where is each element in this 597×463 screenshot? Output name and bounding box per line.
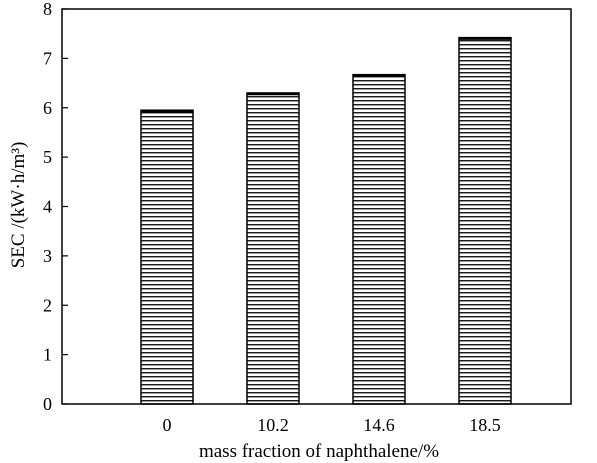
x-tick-label: 14.6 xyxy=(363,415,395,435)
y-tick-label: 6 xyxy=(43,98,52,118)
x-tick-label: 10.2 xyxy=(257,415,289,435)
x-tick-label: 18.5 xyxy=(469,415,501,435)
y-tick-label: 4 xyxy=(43,197,52,217)
y-tick-label: 5 xyxy=(43,147,52,167)
y-tick-label: 1 xyxy=(43,345,52,365)
bar-10-2 xyxy=(246,92,300,405)
y-axis-ticks: 0 1 2 3 4 5 6 7 8 xyxy=(43,0,68,414)
bar-0 xyxy=(140,109,194,405)
y-tick-label: 2 xyxy=(43,295,52,315)
x-axis-tick-labels: 0 10.2 14.6 18.5 xyxy=(163,415,501,435)
y-axis-title: SEC /(kW·h/m³) xyxy=(8,142,29,269)
bars-group xyxy=(140,36,512,405)
y-tick-label: 8 xyxy=(43,0,52,19)
bar-14-6 xyxy=(352,73,406,405)
x-axis-title: mass fraction of naphthalene/% xyxy=(199,441,439,462)
bar-18-5 xyxy=(458,36,512,405)
y-tick-label: 0 xyxy=(43,394,52,414)
y-tick-label: 7 xyxy=(43,48,52,68)
x-tick-label: 0 xyxy=(163,415,172,435)
y-tick-label: 3 xyxy=(43,246,52,266)
plot-frame xyxy=(61,8,572,405)
